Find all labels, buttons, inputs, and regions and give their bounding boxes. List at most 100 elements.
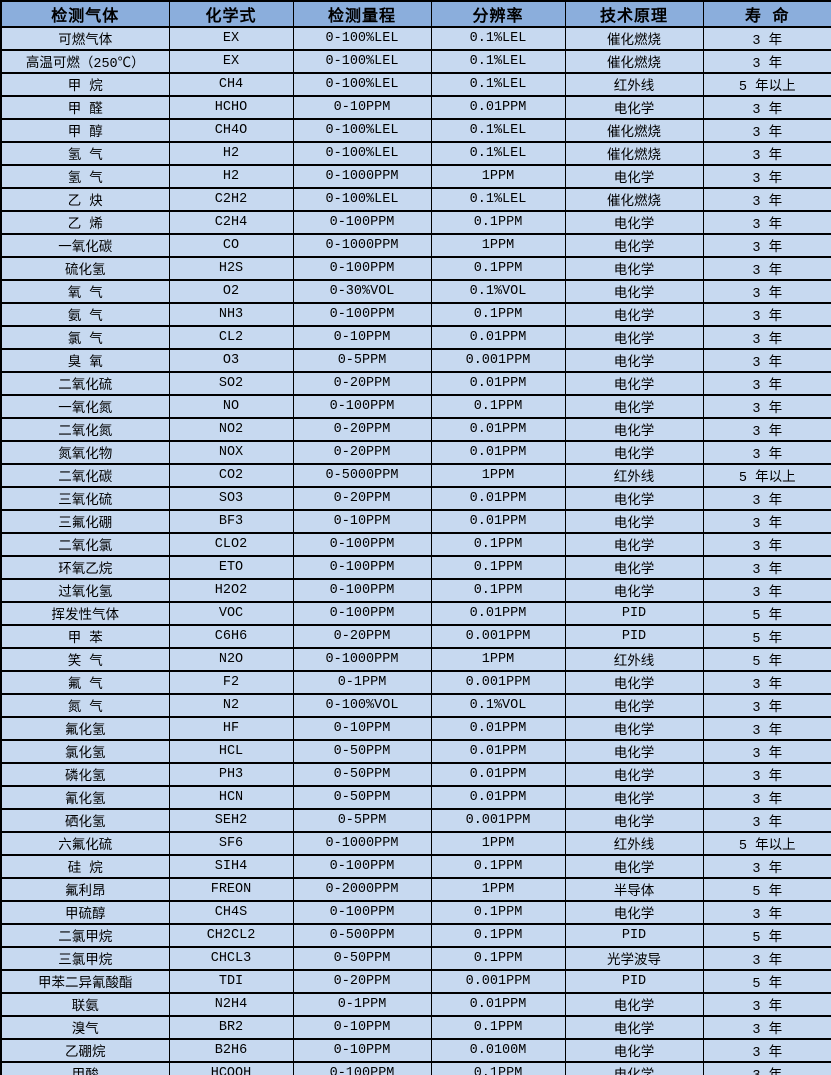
table-row: 二氧化硫 SO2 0-20PPM 0.01PPM 电化学 3 年: [0, 371, 831, 396]
cell: 电化学: [564, 394, 704, 419]
cell: 电化学: [564, 1015, 704, 1040]
cell: SO2: [168, 371, 294, 396]
cell: 0-20PPM: [292, 417, 432, 442]
cell: O3: [168, 348, 294, 373]
cell: 0.01PPM: [430, 486, 566, 511]
cell: 电化学: [564, 509, 704, 534]
cell: 0-100PPM: [292, 854, 432, 879]
cell: 0.1PPM: [430, 578, 566, 603]
cell: 催化燃烧: [564, 187, 704, 212]
table-row: 一氧化氮 NO 0-100PPM 0.1PPM 电化学 3 年: [0, 394, 831, 419]
cell: 乙 炔: [0, 187, 170, 212]
table-row: 甲 烷 CH4 0-100%LEL 0.1%LEL 红外线 5 年以上: [0, 72, 831, 97]
cell: 0-20PPM: [292, 371, 432, 396]
cell: 5 年以上: [702, 72, 831, 97]
cell: 硫化氢: [0, 256, 170, 281]
cell: 1PPM: [430, 877, 566, 902]
cell: CH4S: [168, 900, 294, 925]
cell: 电化学: [564, 739, 704, 764]
cell: TDI: [168, 969, 294, 994]
cell: 三氧化硫: [0, 486, 170, 511]
cell: 3 年: [702, 118, 831, 143]
cell: EX: [168, 26, 294, 51]
table-row: 三氟化硼 BF3 0-10PPM 0.01PPM 电化学 3 年: [0, 509, 831, 534]
cell: 3 年: [702, 555, 831, 580]
cell: 甲苯二异氰酸酯: [0, 969, 170, 994]
table-row: 甲 醇 CH4O 0-100%LEL 0.1%LEL 催化燃烧 3 年: [0, 118, 831, 143]
cell: 半导体: [564, 877, 704, 902]
cell: 0.01PPM: [430, 716, 566, 741]
cell: 0-1000PPM: [292, 233, 432, 258]
cell: 3 年: [702, 325, 831, 350]
cell: 0-100%LEL: [292, 187, 432, 212]
cell: 二氧化硫: [0, 371, 170, 396]
cell: 氢 气: [0, 141, 170, 166]
cell: 0.001PPM: [430, 624, 566, 649]
cell: 3 年: [702, 900, 831, 925]
cell: 0-10PPM: [292, 95, 432, 120]
cell: 0-100PPM: [292, 394, 432, 419]
cell: 0-5PPM: [292, 348, 432, 373]
cell: 3 年: [702, 394, 831, 419]
cell: CHCL3: [168, 946, 294, 971]
cell: 0.01PPM: [430, 95, 566, 120]
cell: 电化学: [564, 302, 704, 327]
table-row: 硫化氢 H2S 0-100PPM 0.1PPM 电化学 3 年: [0, 256, 831, 281]
cell: 0-100%LEL: [292, 141, 432, 166]
table-row: 氢 气 H2 0-1000PPM 1PPM 电化学 3 年: [0, 164, 831, 189]
table-row: 氢 气 H2 0-100%LEL 0.1%LEL 催化燃烧 3 年: [0, 141, 831, 166]
cell: 3 年: [702, 739, 831, 764]
cell: BR2: [168, 1015, 294, 1040]
cell: 0-20PPM: [292, 624, 432, 649]
cell: 氯化氢: [0, 739, 170, 764]
cell: 0.1PPM: [430, 302, 566, 327]
cell: 催化燃烧: [564, 49, 704, 74]
cell: HCHO: [168, 95, 294, 120]
cell: C2H2: [168, 187, 294, 212]
cell: 电化学: [564, 762, 704, 787]
cell: 1PPM: [430, 831, 566, 856]
cell: 过氧化氢: [0, 578, 170, 603]
cell: 甲 醛: [0, 95, 170, 120]
cell: N2O: [168, 647, 294, 672]
cell: 电化学: [564, 670, 704, 695]
cell: B2H6: [168, 1038, 294, 1063]
cell: PH3: [168, 762, 294, 787]
table-row: 氟 气 F2 0-1PPM 0.001PPM 电化学 3 年: [0, 670, 831, 695]
cell: 0.1PPM: [430, 854, 566, 879]
cell: 0-50PPM: [292, 762, 432, 787]
cell: 电化学: [564, 992, 704, 1017]
cell: 硅 烷: [0, 854, 170, 879]
cell: 3 年: [702, 670, 831, 695]
cell: 3 年: [702, 256, 831, 281]
cell: 0-50PPM: [292, 739, 432, 764]
cell: 0-5000PPM: [292, 463, 432, 488]
table-row: 氯 气 CL2 0-10PPM 0.01PPM 电化学 3 年: [0, 325, 831, 350]
table-row: 氯化氢 HCL 0-50PPM 0.01PPM 电化学 3 年: [0, 739, 831, 764]
cell: 3 年: [702, 233, 831, 258]
cell: 0.1%LEL: [430, 72, 566, 97]
cell: 联氨: [0, 992, 170, 1017]
cell: 电化学: [564, 440, 704, 465]
cell: 电化学: [564, 164, 704, 189]
table-row: 甲硫醇 CH4S 0-100PPM 0.1PPM 电化学 3 年: [0, 900, 831, 925]
cell: 0.01PPM: [430, 509, 566, 534]
cell: 0.1PPM: [430, 210, 566, 235]
table-row: 可燃气体 EX 0-100%LEL 0.1%LEL 催化燃烧 3 年: [0, 26, 831, 51]
cell: NH3: [168, 302, 294, 327]
cell: 0-1000PPM: [292, 164, 432, 189]
cell: 1PPM: [430, 463, 566, 488]
cell: 0.1PPM: [430, 532, 566, 557]
cell: 3 年: [702, 302, 831, 327]
cell: 电化学: [564, 256, 704, 281]
cell: 二氧化氮: [0, 417, 170, 442]
column-header: 化学式: [168, 0, 294, 28]
cell: 0.1PPM: [430, 256, 566, 281]
cell: 乙 烯: [0, 210, 170, 235]
cell: 0.1%LEL: [430, 49, 566, 74]
cell: 催化燃烧: [564, 141, 704, 166]
cell: 3 年: [702, 486, 831, 511]
cell: SO3: [168, 486, 294, 511]
table-row: 磷化氢 PH3 0-50PPM 0.01PPM 电化学 3 年: [0, 762, 831, 787]
